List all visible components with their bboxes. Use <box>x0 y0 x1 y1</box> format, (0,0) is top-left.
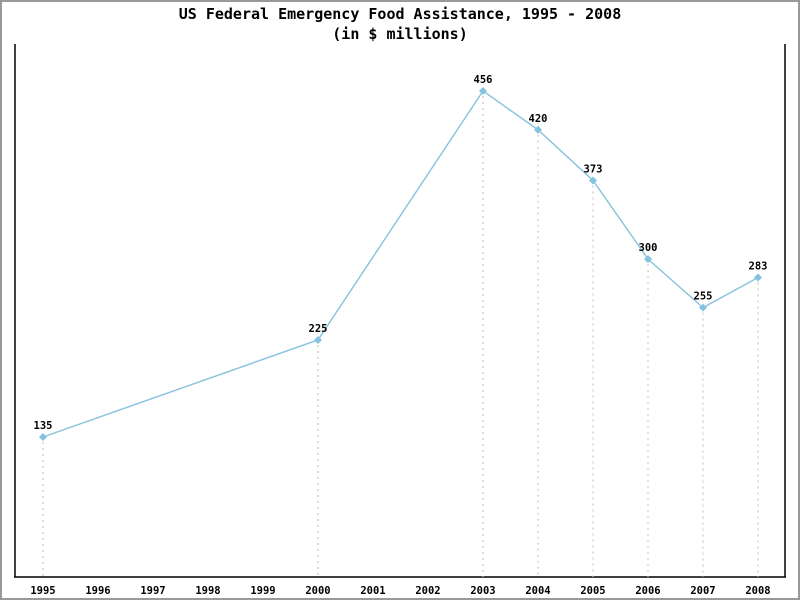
x-tick-label: 1995 <box>30 585 55 597</box>
data-point-marker <box>699 303 707 312</box>
chart-title: US Federal Emergency Food Assistance, 19… <box>178 5 622 23</box>
drop-lines-group <box>42 95 759 577</box>
data-point-marker <box>534 125 542 134</box>
point-value-label: 135 <box>34 420 53 432</box>
data-point-marker <box>479 86 487 95</box>
chart-subtitle: (in $ millions) <box>332 25 468 43</box>
data-series-group <box>39 86 762 441</box>
data-point-marker <box>39 432 47 441</box>
point-labels-group: 135 225 456 420 373 300 255 283 <box>34 74 768 432</box>
x-tick-label: 2007 <box>690 585 715 597</box>
point-value-label: 420 <box>529 113 548 125</box>
data-point-marker <box>644 255 652 264</box>
x-axis-tick-labels-group: 1995 1996 1997 1998 1999 2000 2001 2002 2003 2004… <box>30 585 770 597</box>
x-tick-label: 2008 <box>745 585 770 597</box>
x-tick-label: 2000 <box>305 585 330 597</box>
data-point-marker <box>314 335 322 344</box>
x-tick-label: 2006 <box>635 585 660 597</box>
x-tick-label: 1996 <box>85 585 110 597</box>
data-line <box>42 90 759 438</box>
x-tick-label: 2002 <box>415 585 440 597</box>
x-tick-label: 1999 <box>250 585 275 597</box>
point-value-label: 255 <box>694 291 713 303</box>
point-value-label: 225 <box>309 323 328 335</box>
point-value-label: 373 <box>584 163 603 175</box>
data-point-marker <box>754 273 762 282</box>
x-tick-label: 1998 <box>195 585 220 597</box>
x-tick-label: 1997 <box>140 585 165 597</box>
x-tick-label: 2001 <box>360 585 385 597</box>
x-tick-label: 2004 <box>525 585 550 597</box>
x-tick-label: 2003 <box>470 585 495 597</box>
point-value-label: 283 <box>749 260 768 272</box>
x-tick-label: 2005 <box>580 585 605 597</box>
point-value-label: 300 <box>639 242 658 254</box>
point-value-label: 456 <box>474 74 493 86</box>
data-point-marker <box>589 176 597 185</box>
